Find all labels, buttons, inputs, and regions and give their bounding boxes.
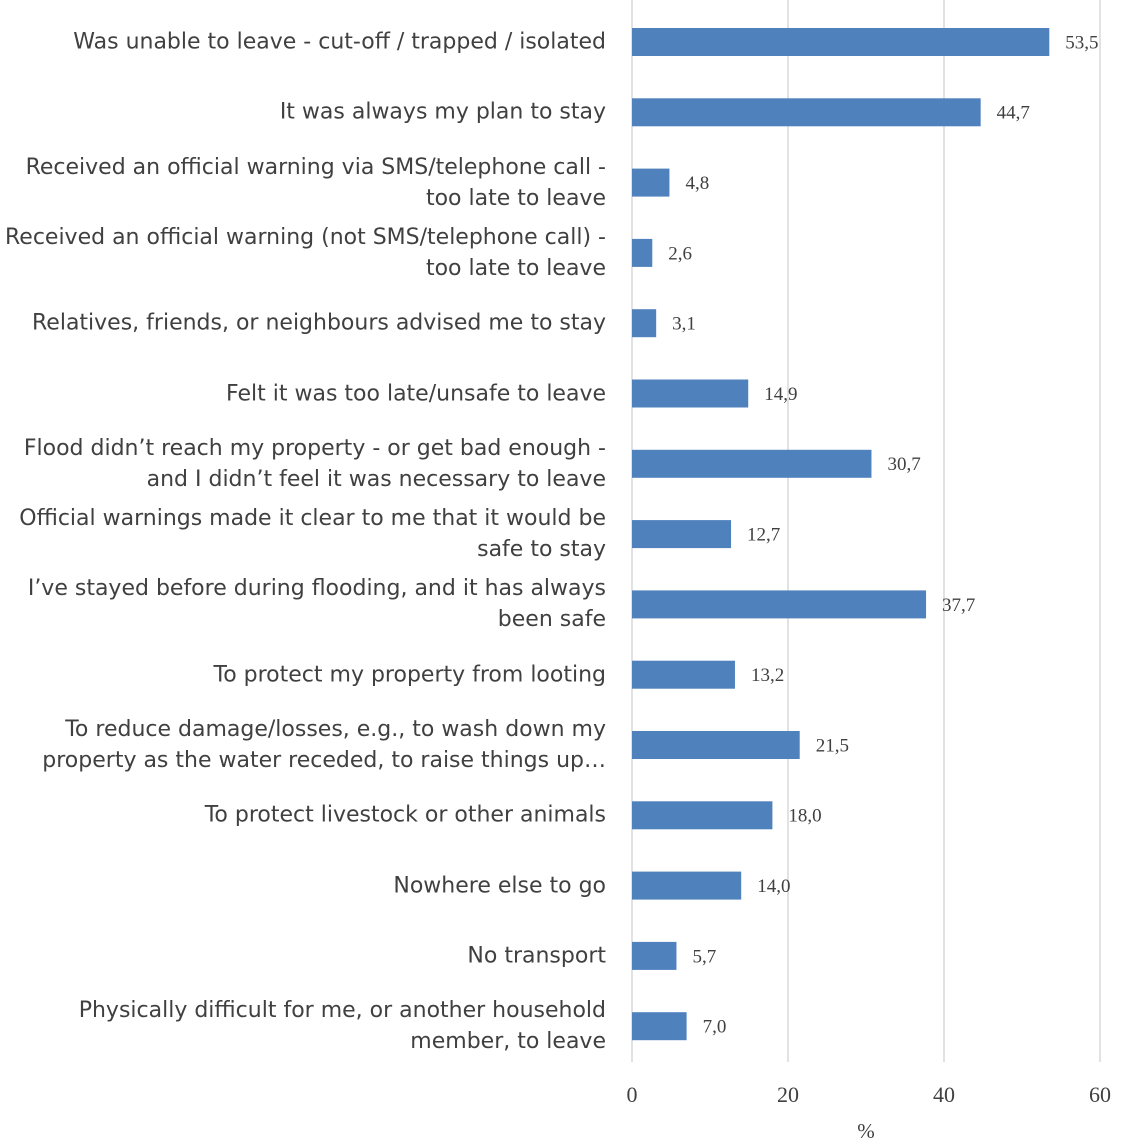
value-label: 5,7	[692, 946, 716, 967]
y-tick-label: To reduce damage/losses, e.g., to wash d…	[42, 717, 606, 773]
value-label: 13,2	[751, 665, 784, 686]
bar	[632, 660, 735, 689]
value-label: 21,5	[816, 735, 849, 756]
y-tick-label: To protect livestock or other animals	[204, 802, 606, 828]
y-tick-label: To protect my property from looting	[213, 662, 607, 688]
y-tick-label: It was always my plan to stay	[279, 99, 606, 125]
bar	[632, 520, 732, 549]
value-label: 14,9	[764, 384, 797, 405]
y-tick-label: Felt it was too late/unsafe to leave	[226, 381, 606, 406]
bar	[632, 941, 677, 970]
y-tick-label: No transport	[467, 943, 606, 969]
bar	[632, 590, 927, 619]
y-tick-label: Received an official warning (not SMS/te…	[4, 224, 606, 281]
x-tick-label: 20	[777, 1082, 799, 1107]
bar	[632, 871, 742, 900]
x-axis-label: %	[857, 1119, 875, 1143]
x-tick-label: 0	[627, 1082, 638, 1107]
x-tick-label: 60	[1089, 1082, 1111, 1107]
bar	[632, 309, 657, 338]
y-tick-label: Physically difficult for me, or another …	[78, 998, 606, 1055]
y-tick-label: Relatives, friends, or neighbours advise…	[32, 310, 606, 336]
y-tick-label: Received an official warning via SMS/tel…	[25, 154, 606, 211]
value-label: 7,0	[703, 1017, 727, 1038]
value-label: 30,7	[887, 454, 920, 475]
value-label: 4,8	[685, 173, 709, 194]
y-tick-label: Flood didn’t reach my property - or get …	[23, 435, 606, 492]
bar	[632, 238, 653, 267]
y-tick-label: Official warnings made it clear to me th…	[19, 506, 606, 563]
value-label: 2,6	[668, 243, 692, 264]
bar	[632, 801, 773, 830]
x-tick-label: 40	[933, 1082, 955, 1107]
bar	[632, 168, 670, 197]
bar	[632, 731, 800, 759]
bar	[632, 1012, 687, 1041]
value-label: 37,7	[942, 595, 975, 616]
bar	[632, 28, 1050, 56]
y-tick-label: I’ve stayed before during flooding, and …	[27, 576, 606, 633]
value-label: 3,1	[672, 314, 696, 335]
y-tick-label: Was unable to leave - cut-off / trapped …	[73, 29, 606, 55]
y-tick-label: Nowhere else to go	[393, 873, 606, 899]
bar	[632, 98, 981, 127]
value-label: 18,0	[788, 806, 821, 827]
bar	[632, 379, 749, 408]
value-label: 53,5	[1065, 32, 1098, 53]
value-label: 44,7	[997, 103, 1030, 124]
value-label: 12,7	[747, 524, 780, 545]
bar	[632, 449, 872, 478]
value-label: 14,0	[757, 876, 790, 897]
